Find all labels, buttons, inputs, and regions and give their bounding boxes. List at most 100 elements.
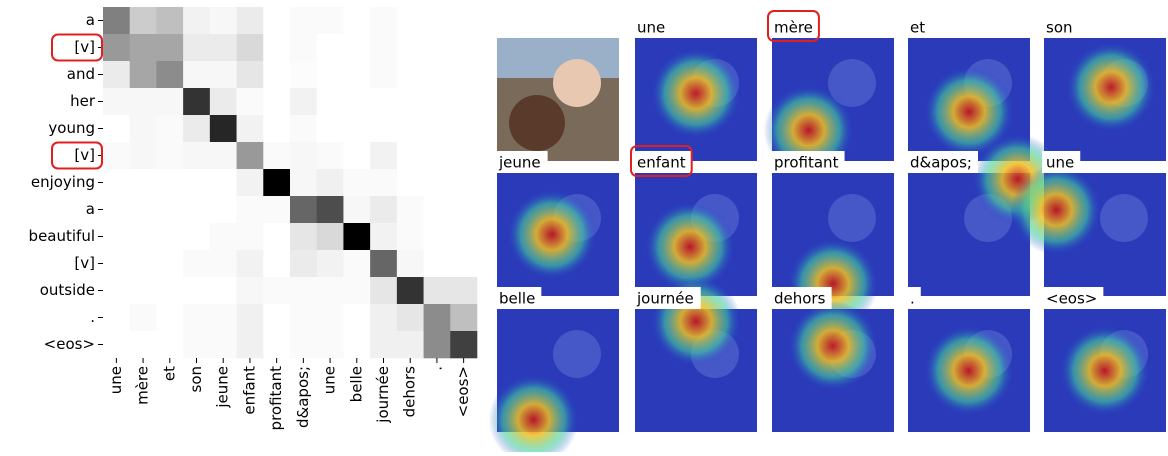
heat-cell	[156, 115, 184, 143]
attention-spot	[651, 48, 741, 139]
heat-cell	[370, 331, 398, 359]
highlight-box	[767, 10, 820, 42]
heat-cell	[103, 304, 131, 332]
heat-cell	[156, 61, 184, 89]
x-tick-label: une	[321, 366, 339, 394]
heat-cell	[343, 142, 371, 170]
heat-cell	[183, 88, 211, 116]
panel-child	[1100, 194, 1148, 242]
heat-cell	[316, 61, 344, 89]
heat-cell	[450, 88, 478, 116]
heat-cell	[129, 61, 157, 89]
y-tick-label: [v]	[74, 254, 95, 272]
heat-cell	[396, 331, 424, 359]
x-tick-label: et	[160, 366, 178, 381]
caption-background	[495, 287, 542, 309]
heat-cell	[236, 304, 264, 332]
heat-cell	[129, 142, 157, 170]
heat-cell	[103, 223, 131, 251]
y-tick-label: <eos>	[44, 335, 95, 353]
panel-child	[828, 194, 876, 242]
heat-cell	[263, 61, 291, 89]
x-tick-label: jeune	[214, 366, 232, 409]
heat-cell	[129, 169, 157, 197]
heat-cell	[156, 34, 184, 62]
heat-cell	[129, 304, 157, 332]
heat-cell	[129, 7, 157, 35]
heat-cell	[103, 7, 131, 35]
y-tick-label: a	[86, 11, 95, 29]
heat-cell	[450, 331, 478, 359]
heat-cell	[423, 169, 451, 197]
heat-cell	[316, 331, 344, 359]
heat-cell	[450, 7, 478, 35]
heat-cell	[209, 88, 237, 116]
heat-cell	[209, 169, 237, 197]
heat-cell	[209, 7, 237, 35]
panel-caption: d&apos;	[910, 154, 972, 172]
attention-spot	[788, 300, 878, 391]
caption-background	[770, 287, 832, 309]
heat-cell	[156, 7, 184, 35]
heat-cell	[209, 331, 237, 359]
heat-cell	[263, 331, 291, 359]
heat-cell	[209, 277, 237, 305]
heat-cell	[316, 88, 344, 116]
panel-child	[828, 59, 876, 107]
highlight-box	[51, 33, 103, 62]
heat-cell	[236, 331, 264, 359]
x-tick-label: d&apos;	[294, 366, 312, 428]
heat-cell	[183, 250, 211, 278]
heat-cell	[290, 88, 318, 116]
heat-cell	[423, 34, 451, 62]
heat-cell	[370, 7, 398, 35]
heat-cell	[423, 277, 451, 305]
heat-cell	[370, 88, 398, 116]
heat-cell	[183, 34, 211, 62]
panel-caption: jeune	[498, 154, 541, 172]
heat-cell	[423, 304, 451, 332]
y-tick-label: [v]	[74, 146, 95, 164]
heat-cell	[450, 169, 478, 197]
highlight-box	[630, 145, 693, 177]
caption-background	[906, 151, 978, 173]
heat-cell	[316, 7, 344, 35]
heat-cell	[423, 7, 451, 35]
heat-cell	[263, 88, 291, 116]
heat-cell	[129, 250, 157, 278]
attention-spot	[1066, 42, 1157, 133]
heat-cell	[156, 250, 184, 278]
heat-cell	[236, 115, 264, 143]
heat-cell	[183, 142, 211, 170]
heat-cell	[290, 277, 318, 305]
heat-cell	[316, 34, 344, 62]
y-tick-label: [v]	[74, 38, 95, 56]
heat-cell	[290, 142, 318, 170]
heat-cell	[263, 277, 291, 305]
attention-heatmap: a [v] and her young [v] enjoying a beautiful [v] o…	[29, 7, 478, 430]
y-tick-label: enjoying	[31, 173, 95, 191]
heat-cell	[183, 277, 211, 305]
heat-cell	[209, 115, 237, 143]
y-tick-label: beautiful	[29, 227, 95, 245]
heat-cell	[290, 7, 318, 35]
heat-cell	[103, 277, 131, 305]
panel-caption: .	[910, 290, 915, 308]
heat-cell	[343, 277, 371, 305]
x-tick-label: dehors	[401, 366, 419, 418]
highlight-box	[51, 141, 103, 170]
heat-cell	[183, 61, 211, 89]
heat-cell	[450, 250, 478, 278]
heat-cell	[290, 196, 318, 224]
panel-caption: dehors	[774, 290, 826, 308]
heat-cell	[450, 277, 478, 305]
heat-cell	[183, 196, 211, 224]
heat-cell	[183, 331, 211, 359]
heat-cell	[423, 142, 451, 170]
attention-spot	[506, 189, 597, 280]
heat-cell	[103, 115, 131, 143]
heat-cell	[370, 34, 398, 62]
heat-cell	[450, 196, 478, 224]
x-tick-label: une	[107, 366, 125, 394]
heat-cell	[396, 7, 424, 35]
